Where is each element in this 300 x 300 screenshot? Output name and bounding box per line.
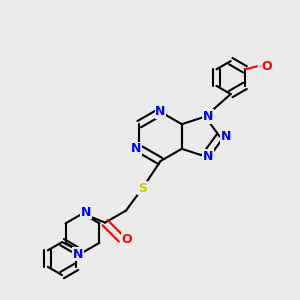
Text: N: N xyxy=(220,130,231,143)
Text: N: N xyxy=(155,105,166,119)
Text: N: N xyxy=(203,150,213,163)
Text: O: O xyxy=(261,60,272,73)
Text: S: S xyxy=(138,182,147,195)
Text: O: O xyxy=(122,232,132,246)
Text: N: N xyxy=(203,110,213,123)
Text: N: N xyxy=(73,248,83,261)
Text: N: N xyxy=(131,142,141,155)
Text: N: N xyxy=(81,206,91,219)
